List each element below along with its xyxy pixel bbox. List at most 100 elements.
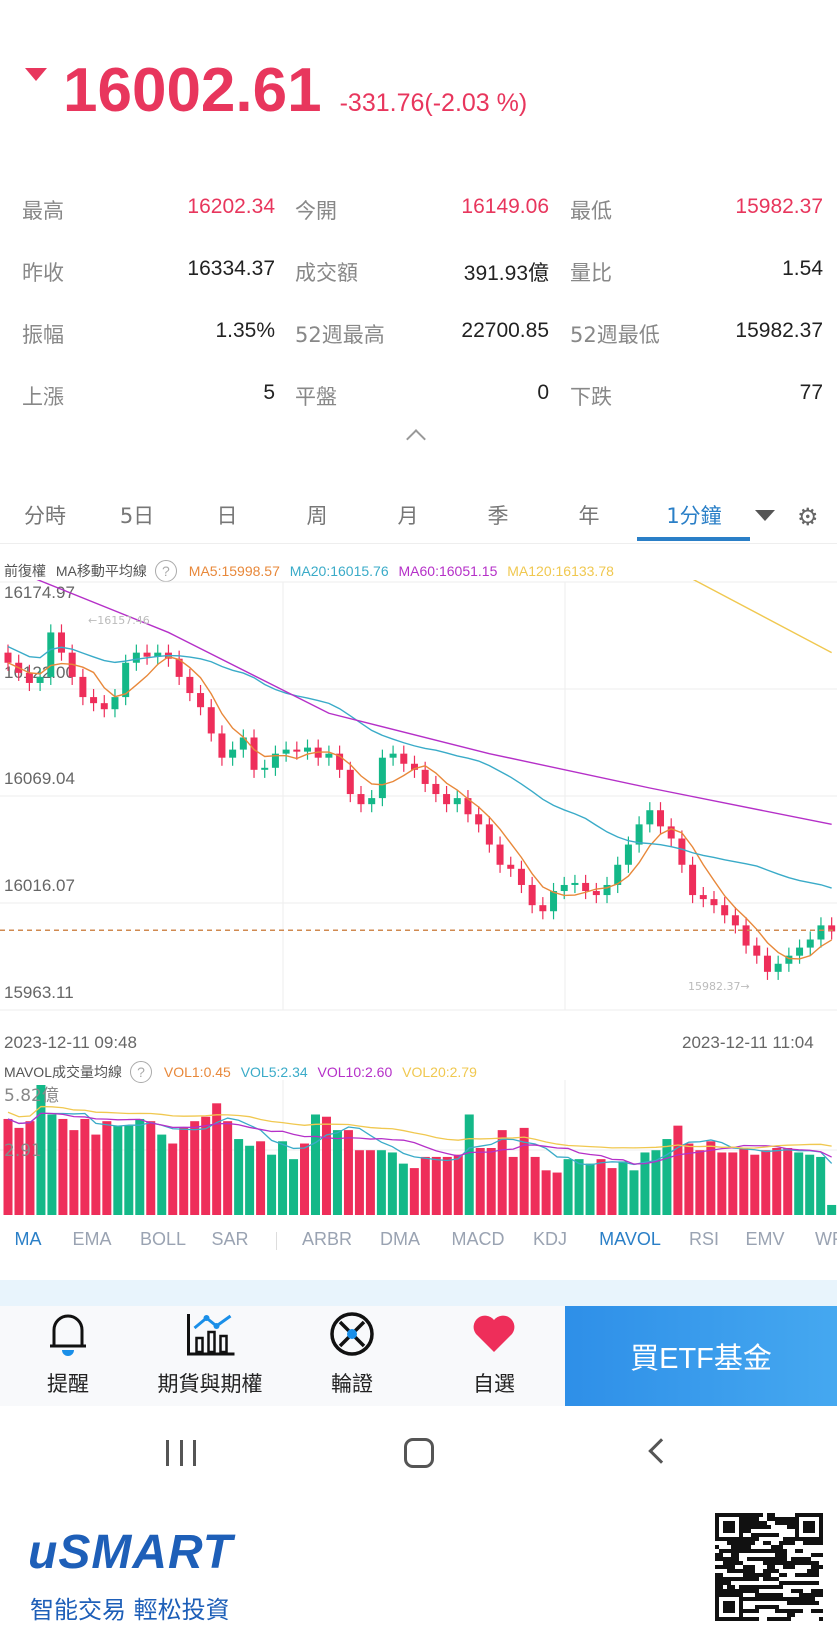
qr-module [815,1553,819,1557]
buy-etf-button[interactable]: 買ETF基金 [565,1306,837,1406]
qr-module [747,1529,751,1533]
qr-module [731,1513,735,1517]
divider [276,1232,277,1250]
qr-module [715,1581,719,1585]
candle-body [710,899,718,906]
home-icon[interactable] [404,1438,434,1468]
volume-bar [442,1156,452,1215]
qr-module [747,1557,751,1561]
help-icon[interactable]: ? [129,1061,152,1083]
qr-module [743,1565,747,1569]
qr-module [739,1533,743,1537]
qr-module [799,1573,803,1577]
qr-module [755,1525,759,1529]
indicator-sar[interactable]: SAR [211,1229,249,1249]
qr-module [723,1513,727,1517]
brand-slogan: 智能交易 輕松投資 [30,1596,230,1624]
tab-3[interactable]: 周 [306,504,328,528]
indicator-rsi[interactable]: RSI [688,1229,720,1249]
qr-module [719,1581,723,1585]
ma5-line [7,655,833,960]
qr-module [787,1525,791,1529]
qr-module [763,1541,767,1545]
warrants-button[interactable]: 輪證 [328,1310,376,1398]
tab-0[interactable]: 分時 [24,504,66,528]
qr-module [775,1609,779,1613]
qr-module [727,1585,731,1589]
qr-module [763,1521,767,1525]
stat-value: 15982.37 [735,319,823,342]
qr-module [731,1561,735,1565]
qr-module [739,1561,743,1565]
qr-module [807,1513,811,1517]
qr-module [727,1617,731,1621]
qr-module [751,1597,755,1601]
qr-module [747,1549,751,1553]
tab-7[interactable]: 1分鐘 [666,504,722,528]
candle-body [560,884,568,892]
tab-2[interactable]: 日 [216,504,238,528]
indicator-macd[interactable]: MACD [451,1229,505,1249]
qr-module [799,1597,803,1601]
candle-body [699,895,707,900]
alert-button[interactable]: 提醒 [46,1310,90,1398]
indicator-emv[interactable]: EMV [745,1229,785,1249]
candlestick-chart[interactable]: 16174.9716122.0016069.0416016.0715963.11… [0,580,837,1030]
qr-module [731,1593,735,1597]
help-icon[interactable]: ? [154,560,177,582]
tab-4[interactable]: 月 [397,504,419,528]
tab-5[interactable]: 季 [487,504,509,528]
qr-module [775,1521,779,1525]
volume-chart[interactable]: 5.82億 2.91 [0,1080,837,1220]
collapse-chevron-icon[interactable] [406,429,426,449]
usmart-logo: uSMART [28,1526,234,1579]
qr-module [743,1597,747,1601]
qr-module [715,1601,719,1605]
qr-module [723,1549,727,1553]
indicator-dma[interactable]: DMA [380,1229,420,1249]
qr-module [723,1617,727,1621]
indicator-mavol[interactable]: MAVOL [599,1229,661,1249]
back-icon[interactable] [648,1438,674,1464]
watchlist-button[interactable]: 自選 [470,1310,518,1398]
indicator-ma[interactable]: MA [14,1229,42,1249]
qr-module [715,1597,719,1601]
indicator-kdj[interactable]: KDJ [532,1229,568,1249]
warrant-icon [330,1312,374,1356]
qr-module [735,1557,739,1561]
qr-module [743,1549,747,1553]
qr-module [799,1593,803,1597]
qr-module [739,1545,743,1549]
indicator-wr[interactable]: WR [815,1229,837,1249]
adj-label: 前復權 [4,563,46,579]
indicator-boll[interactable]: BOLL [139,1229,187,1249]
volume-bar [794,1152,804,1215]
candle-body [111,697,119,710]
futures-options-button[interactable]: 期貨與期權 [158,1310,263,1398]
tab-6[interactable]: 年 [578,504,600,528]
recent-apps-icon[interactable] [166,1440,196,1466]
candle-body [667,826,675,839]
qr-module [743,1541,747,1545]
volume-bar [464,1114,474,1215]
divider [0,543,837,544]
chart-settings-icon[interactable]: ⚙ [797,503,819,531]
candle-body [389,753,397,758]
qr-module [771,1517,775,1521]
volume-bar [805,1154,815,1215]
indicator-ema[interactable]: EMA [72,1229,112,1249]
qr-module [775,1593,779,1597]
indicator-arbr[interactable]: ARBR [301,1229,353,1249]
candle-body [785,955,793,964]
dropdown-icon[interactable] [755,510,775,521]
qr-module [775,1605,779,1609]
qr-module [819,1617,823,1621]
tab-1[interactable]: 5日 [119,504,155,528]
volume-bar [300,1143,310,1215]
qr-module [739,1521,743,1525]
qr-module [803,1581,807,1585]
qr-module [735,1593,739,1597]
candle-body [485,824,493,845]
qr-module [755,1617,759,1621]
qr-module [819,1529,823,1533]
